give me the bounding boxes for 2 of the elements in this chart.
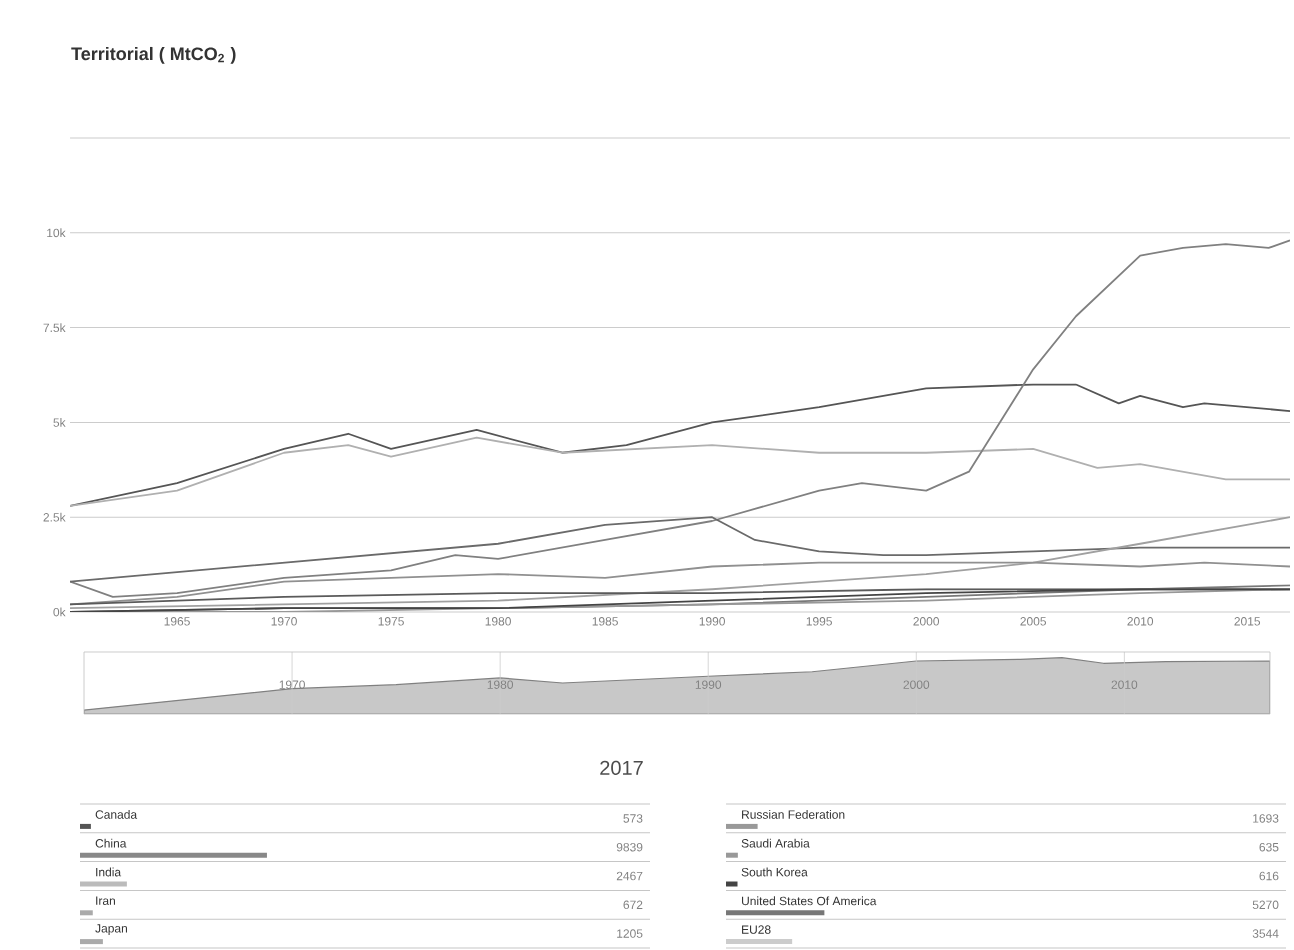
chart-title: Territorial ( MtCO$_{2}$ ) [71, 46, 236, 64]
chart-title: 2017 [600, 760, 643, 775]
